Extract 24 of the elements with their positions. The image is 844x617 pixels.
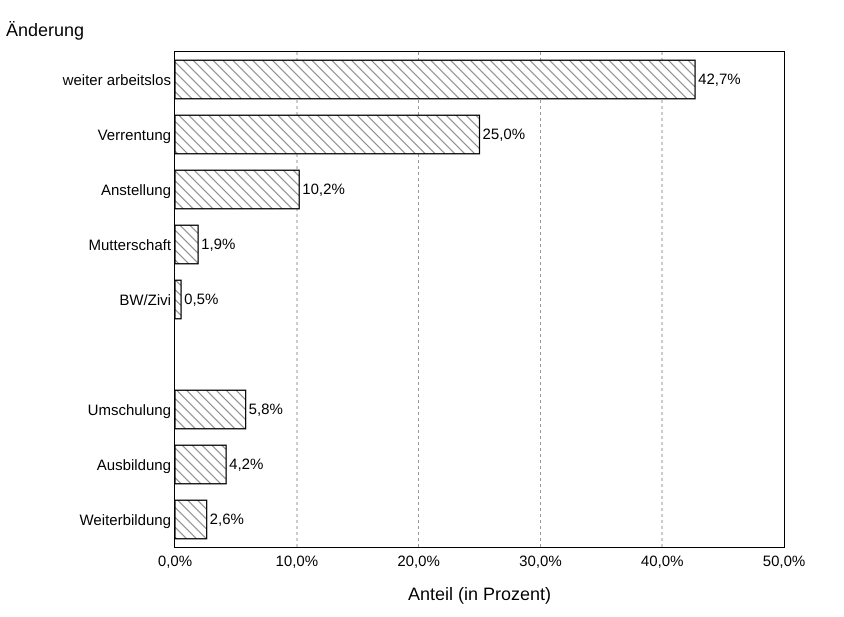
- data-label: 25,0%: [482, 126, 526, 143]
- y-tick-label: Ausbildung: [96, 456, 171, 474]
- y-tick-label: weiter arbeitslos: [62, 72, 171, 89]
- x-tick-label: 10,0%: [276, 553, 318, 570]
- data-label: 42,7%: [698, 71, 741, 88]
- data-label: 10,2%: [302, 181, 345, 198]
- x-tick-label: 40,0%: [640, 553, 684, 570]
- y-tick-label: Mutterschaft: [88, 236, 172, 254]
- data-label: 0,5%: [184, 291, 218, 308]
- x-tick-label: 30,0%: [519, 553, 562, 570]
- y-tick-label: Weiterbildung: [80, 512, 171, 529]
- x-axis-title: Anteil (in Prozent): [408, 584, 552, 604]
- data-label: 4,2%: [229, 456, 264, 473]
- data-label: 2,6%: [210, 511, 244, 528]
- x-tick-label: 50,0%: [762, 553, 806, 570]
- y-axis-title: Änderung: [6, 20, 84, 40]
- x-tick-label: 0,0%: [158, 553, 192, 570]
- y-tick-label: Umschulung: [88, 402, 171, 419]
- y-tick-label: Verrentung: [98, 126, 171, 144]
- y-tick-label: Anstellung: [100, 182, 171, 199]
- data-label: 5,8%: [248, 401, 283, 418]
- x-tick-label: 20,0%: [397, 553, 440, 570]
- y-tick-label: BW/Zivi: [119, 292, 171, 309]
- data-label: 1,9%: [201, 236, 236, 253]
